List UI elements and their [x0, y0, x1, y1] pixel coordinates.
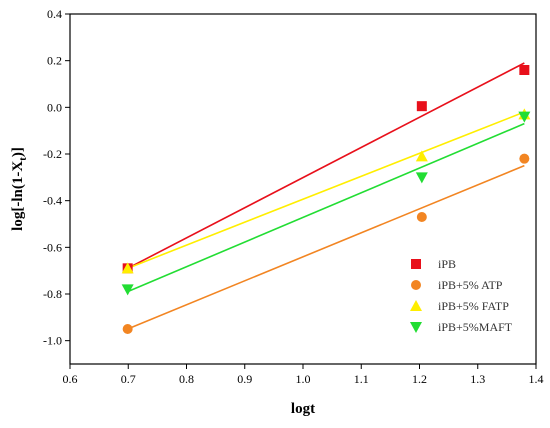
x-axis-title: logt	[291, 401, 315, 417]
x-tick-label: 1.3	[470, 372, 485, 386]
data-point	[416, 101, 427, 112]
x-axis-ticks: 0.6 0.7 0.8 0.9 1.0 1.1 1.2 1.3 1.4	[63, 364, 544, 386]
data-point	[122, 324, 133, 334]
data-point	[519, 65, 530, 75]
fit-line	[127, 164, 525, 330]
data-point	[415, 150, 428, 162]
legend: iPB iPB+5% ATP iPB+5% FATP iPB+5%MAFT	[410, 257, 513, 334]
x-tick-label: 0.8	[179, 372, 194, 386]
y-tick-label: 0.4	[47, 7, 62, 21]
legend-marker	[411, 259, 421, 269]
data-point	[518, 111, 531, 123]
y-tick-label: 0.0	[47, 100, 62, 114]
data-point	[121, 262, 134, 274]
x-tick-label: 0.9	[237, 372, 252, 386]
x-tick-label: 1.1	[354, 372, 369, 386]
y-tick-label: -1.0	[43, 334, 62, 348]
fit-lines	[127, 62, 525, 330]
x-tick-label: 1.4	[529, 372, 544, 386]
legend-marker	[411, 280, 421, 290]
fit-line	[127, 122, 525, 293]
x-tick-label: 1.2	[412, 372, 427, 386]
y-tick-label: 0.2	[47, 54, 62, 68]
y-axis-ticks: -1.0 -0.8 -0.6 -0.4 -0.2 0.0 0.2 0.4	[43, 7, 70, 348]
y-axis-title-main: log[-ln(1-X	[10, 161, 26, 231]
fit-line	[127, 62, 525, 270]
fit-line	[127, 111, 525, 270]
x-tick-label: 0.6	[63, 372, 78, 386]
legend-label: iPB+5% FATP	[438, 299, 509, 313]
legend-label: iPB+5%MAFT	[438, 320, 513, 334]
y-tick-label: -0.2	[43, 147, 62, 161]
y-tick-label: -0.8	[43, 287, 62, 301]
x-tick-label: 0.7	[121, 372, 136, 386]
legend-label: iPB+5% ATP	[438, 278, 503, 292]
data-point	[415, 172, 428, 184]
y-tick-label: -0.6	[43, 240, 62, 254]
y-axis-title-tail: )]	[10, 147, 26, 157]
data-markers	[121, 65, 531, 334]
legend-label: iPB	[438, 257, 456, 271]
x-tick-label: 1.0	[296, 372, 311, 386]
legend-marker	[410, 300, 422, 311]
y-axis-title: log[-ln(1-Xt)]	[10, 147, 29, 231]
legend-marker	[410, 322, 422, 333]
data-point	[121, 284, 134, 296]
y-tick-label: -0.4	[43, 194, 62, 208]
data-point	[519, 153, 530, 164]
y-axis-title-sub: t	[17, 157, 29, 161]
data-point	[416, 212, 427, 222]
